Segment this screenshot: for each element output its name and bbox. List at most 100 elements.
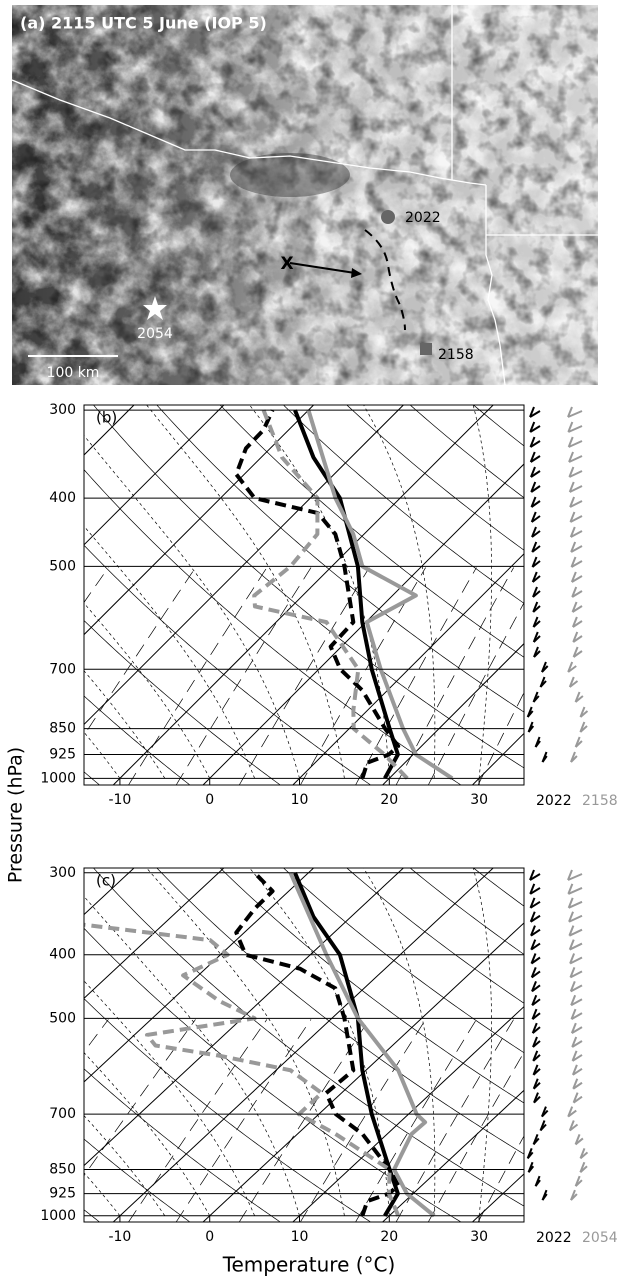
wind-barb bbox=[529, 873, 541, 881]
wind-barb bbox=[568, 440, 583, 448]
wind-barb bbox=[541, 1106, 547, 1117]
y-axis-label: Pressure (hPa) bbox=[5, 747, 27, 883]
map-title: (a) 2115 UTC 5 June (IOP 5) bbox=[20, 14, 267, 33]
wind-barb bbox=[530, 511, 537, 523]
wind-barb bbox=[532, 631, 539, 643]
wind-barb bbox=[529, 406, 535, 418]
wind-barb bbox=[532, 1050, 539, 1062]
wind-barb bbox=[572, 605, 583, 613]
isotherm bbox=[472, 1173, 524, 1222]
wind-barb bbox=[572, 1067, 583, 1076]
marker-label: 2022 bbox=[405, 210, 441, 226]
wind-barb bbox=[534, 736, 541, 748]
wind-barb bbox=[570, 1008, 577, 1020]
wind-barb bbox=[572, 646, 579, 658]
wind-barb bbox=[570, 541, 577, 553]
wind-barb bbox=[530, 967, 537, 978]
wind-barb bbox=[570, 994, 577, 1006]
y-tick-label: 300 bbox=[49, 402, 76, 418]
dry-adiabat bbox=[600, 868, 618, 1222]
wind-barb bbox=[531, 994, 538, 1006]
moist-adiabat bbox=[84, 895, 300, 1216]
x-tick-label: 20 bbox=[380, 792, 398, 808]
wind-barb bbox=[568, 451, 574, 463]
y-tick-label: 400 bbox=[49, 947, 76, 963]
wind-barb bbox=[568, 928, 583, 937]
dewpoint-profile bbox=[234, 409, 401, 779]
wind-barb bbox=[570, 545, 583, 553]
dry-adiabat bbox=[156, 868, 524, 1155]
wind-barb bbox=[567, 887, 583, 895]
wind-barb bbox=[529, 869, 535, 881]
mixing-ratio-line bbox=[175, 567, 312, 785]
moist-adiabat bbox=[569, 405, 618, 778]
wind-barb bbox=[579, 706, 586, 718]
isotherm bbox=[382, 1089, 524, 1222]
wind-barb bbox=[570, 984, 583, 993]
moist-adiabat bbox=[0, 405, 30, 778]
y-tick-label: 1000 bbox=[40, 1208, 76, 1224]
wind-barb bbox=[568, 939, 575, 950]
wind-barb bbox=[567, 1106, 574, 1117]
isotherm bbox=[84, 405, 314, 636]
wind-barb bbox=[526, 706, 533, 718]
wind-barb bbox=[571, 1040, 583, 1048]
y-tick-label: 500 bbox=[49, 1010, 76, 1026]
x-axis-label: Temperature (°C) bbox=[222, 1253, 396, 1277]
wind-barb bbox=[579, 721, 586, 733]
wind-barb bbox=[532, 691, 539, 703]
wind-barb bbox=[568, 676, 575, 688]
wind-barb bbox=[531, 980, 537, 992]
wind-barb bbox=[569, 485, 583, 493]
dry-adiabat bbox=[84, 620, 281, 785]
wind-barb bbox=[571, 616, 578, 628]
wind-barb bbox=[568, 455, 583, 463]
wind-barb bbox=[530, 455, 541, 463]
isotherm bbox=[382, 642, 524, 785]
x-tick-label: -10 bbox=[108, 1229, 131, 1245]
dry-adiabat bbox=[84, 695, 191, 785]
wind-barb bbox=[570, 998, 583, 1007]
wind-barb bbox=[529, 440, 541, 448]
mixing-ratio-line bbox=[128, 567, 268, 785]
dry-adiabat bbox=[537, 405, 618, 785]
wind-barb bbox=[539, 676, 546, 688]
wind-barb bbox=[534, 1175, 541, 1187]
mixing-ratio-line bbox=[300, 1019, 426, 1222]
x-tick-label: -10 bbox=[108, 792, 131, 808]
wind-barb bbox=[579, 1161, 586, 1173]
isotherm bbox=[0, 868, 44, 1222]
dry-adiabat bbox=[84, 544, 371, 785]
wind-barb bbox=[530, 466, 536, 478]
dry-adiabat bbox=[84, 998, 371, 1222]
wind-barb bbox=[569, 967, 576, 978]
wind-barb bbox=[568, 911, 574, 923]
dry-adiabat bbox=[283, 868, 524, 1054]
wind-barb bbox=[570, 530, 583, 538]
wind-barb bbox=[532, 616, 539, 628]
marker-label: 2158 bbox=[438, 347, 474, 363]
x-tick-label: 30 bbox=[470, 792, 488, 808]
wind-barb bbox=[569, 980, 576, 992]
wind-barb bbox=[530, 939, 537, 950]
wind-barb bbox=[532, 1134, 539, 1145]
wind-barb bbox=[571, 1012, 583, 1021]
wind-barb bbox=[568, 466, 575, 478]
wind-barb bbox=[532, 1064, 539, 1076]
wind-barb bbox=[570, 556, 577, 568]
wind-barb bbox=[529, 451, 536, 463]
wind-barb bbox=[572, 631, 579, 643]
moist-adiabat bbox=[146, 405, 345, 779]
moist-adiabat bbox=[84, 1052, 211, 1216]
wind-barb bbox=[532, 601, 539, 613]
moist-adiabat bbox=[84, 731, 121, 779]
wind-barb bbox=[567, 410, 583, 418]
dry-adiabat bbox=[346, 405, 524, 551]
y-tick-label: 925 bbox=[49, 1186, 76, 1202]
wind-barb bbox=[571, 1050, 578, 1062]
wind-barb bbox=[569, 942, 583, 951]
mixing-ratio-line bbox=[395, 567, 514, 785]
wind-barb bbox=[570, 751, 576, 763]
moist-adiabat bbox=[249, 405, 390, 779]
moist-adiabat bbox=[569, 868, 618, 1216]
